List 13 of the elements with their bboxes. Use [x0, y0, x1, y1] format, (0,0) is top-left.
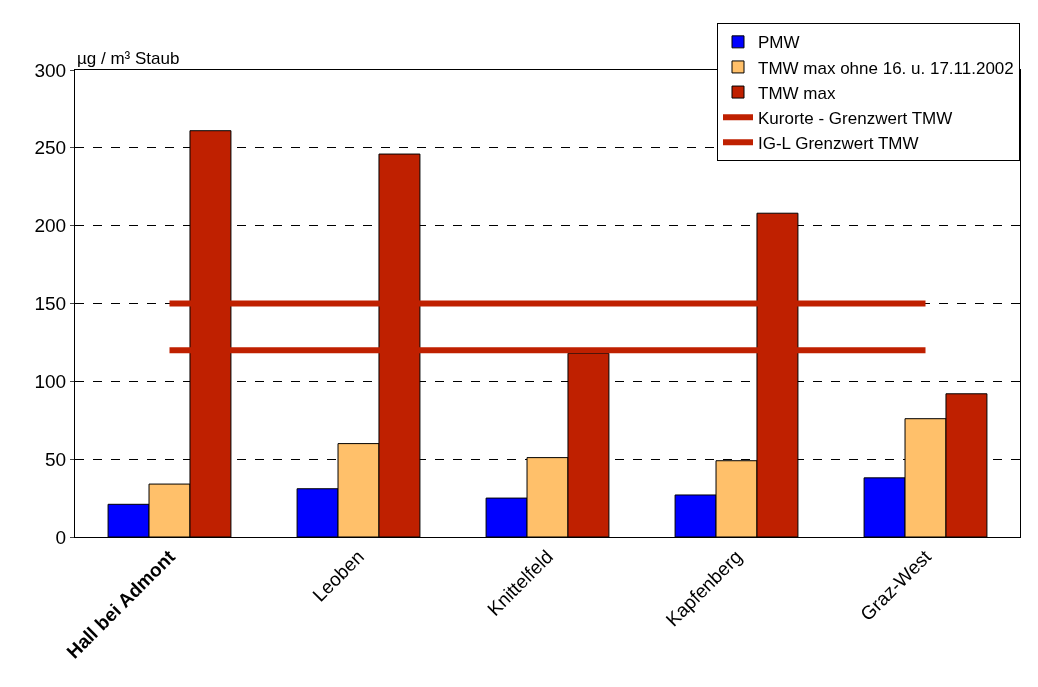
legend-label: TMW max ohne 16. u. 17.11.2002 — [758, 58, 1014, 78]
y-axis-title: µg / m³ Staub — [77, 49, 180, 68]
y-tick-label: 0 — [55, 526, 67, 548]
legend-label: Kurorte - Grenzwert TMW — [758, 108, 953, 128]
legend-label: IG-L Grenzwert TMW — [758, 133, 919, 153]
legend-label: TMW max — [758, 83, 836, 103]
y-tick-label: 300 — [34, 59, 67, 81]
legend-label: PMW — [758, 33, 800, 53]
y-tick-label: 100 — [34, 370, 67, 392]
y-tick-label: 50 — [45, 448, 67, 470]
y-tick-label: 150 — [34, 293, 67, 315]
y-tick-label: 250 — [34, 137, 67, 159]
y-tick-label: 200 — [34, 215, 67, 237]
